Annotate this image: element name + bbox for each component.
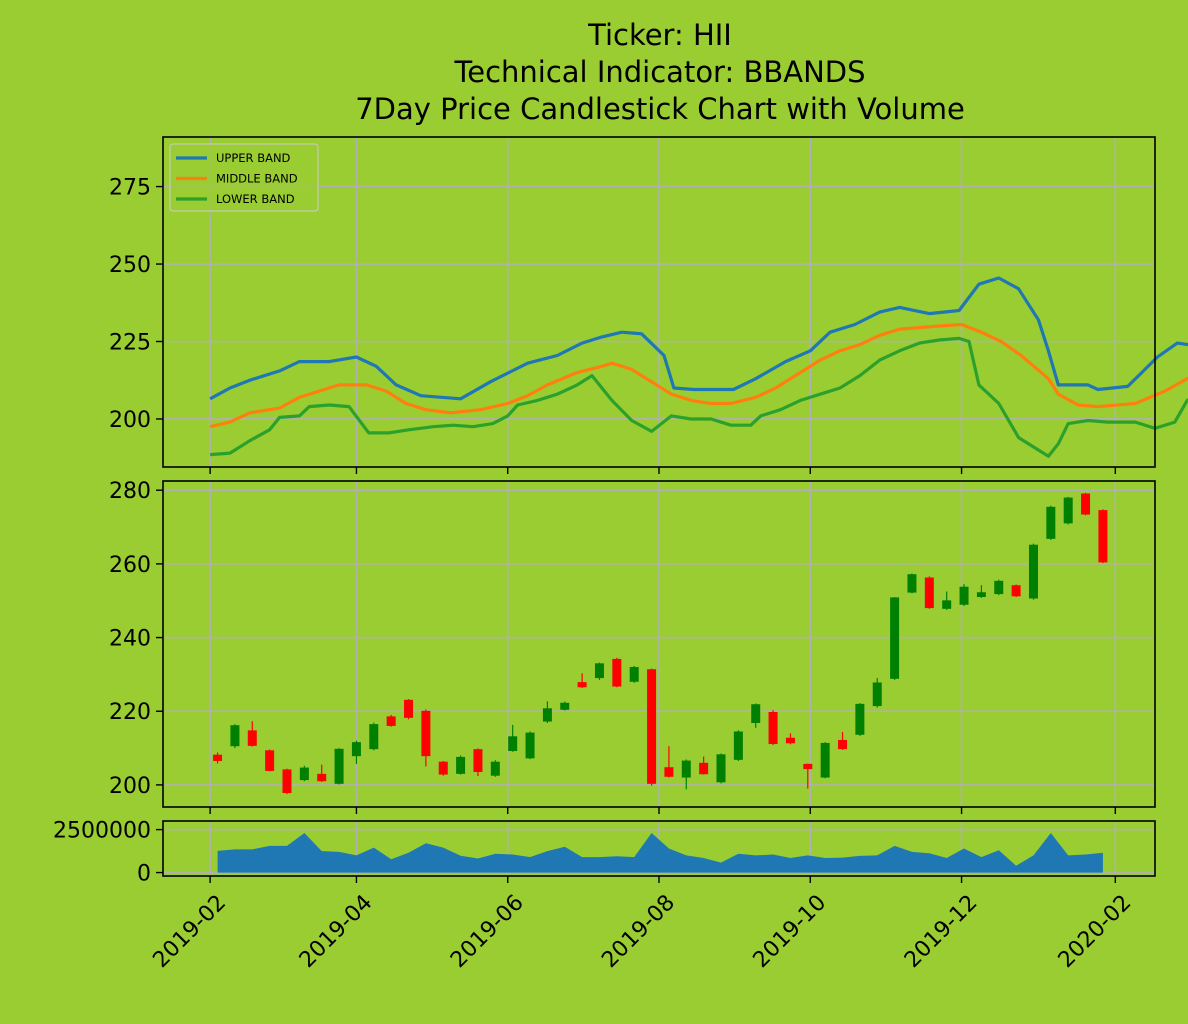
candles-y-tick-label: 260 — [109, 553, 151, 578]
candle-body-up — [456, 756, 466, 774]
candle-body-down — [1098, 510, 1108, 563]
bbands-legend: UPPER BAND MIDDLE BAND LOWER BAND — [169, 143, 319, 212]
candle-body-down — [438, 761, 448, 775]
candle-body-down — [1081, 493, 1091, 515]
candle-body-down — [247, 730, 257, 746]
candles-y-tick-label: 200 — [109, 774, 151, 799]
candle-body-down — [421, 710, 431, 757]
volume-y-tick-label: 0 — [137, 862, 151, 887]
candle-body-up — [560, 702, 570, 710]
candle-body-down — [924, 577, 934, 609]
chart-title-line-2: Technical Indicator: BBANDS — [453, 55, 865, 89]
candle-body-up — [959, 586, 969, 605]
candle-body-up — [1063, 497, 1073, 524]
candle-body-down — [386, 716, 396, 726]
candle-body-up — [629, 667, 639, 682]
bbands-y-tick-label: 225 — [109, 331, 151, 356]
candle-body-up — [751, 704, 761, 724]
candlestick-panel: 200 220 240 260 280 — [109, 479, 1156, 814]
legend-label-upper: UPPER BAND — [216, 151, 291, 165]
volume-y-tick-label: 2500000 — [53, 819, 151, 844]
volume-panel: 0 2500000 — [53, 819, 1156, 887]
candles-y-tick-label: 280 — [109, 479, 151, 504]
candle-body-down — [317, 773, 327, 782]
candle-body-down — [282, 769, 292, 794]
candle-body-down — [838, 739, 848, 750]
candle-body-down — [265, 750, 275, 771]
candle-body-up — [299, 767, 309, 781]
candle-body-up — [1028, 544, 1038, 599]
candles-y-tick-label: 220 — [109, 700, 151, 725]
candle-body-up — [733, 731, 743, 760]
legend-box — [169, 143, 319, 212]
candle-body-up — [994, 580, 1004, 595]
candle-body-down — [803, 763, 813, 770]
bbands-series-lower — [209, 336, 1188, 458]
chart-title-line-3: 7Day Price Candlestick Chart with Volume — [355, 92, 965, 126]
candle-body-down — [404, 699, 414, 718]
legend-label-middle: MIDDLE BAND — [216, 172, 298, 186]
candle-body-up — [820, 742, 830, 778]
candle-body-up — [334, 748, 344, 784]
candle-body-up — [716, 754, 726, 783]
candle-body-up — [890, 597, 900, 679]
volume-area — [217, 833, 1103, 873]
bbands-y-tick-label: 250 — [109, 253, 151, 278]
candle-body-up — [594, 663, 604, 679]
candle-body-up — [351, 742, 361, 757]
legend-label-lower: LOWER BAND — [216, 192, 295, 206]
candle-body-up — [525, 732, 535, 759]
bbands-y-tick-label: 275 — [109, 176, 151, 201]
candle-body-down — [664, 767, 674, 777]
candle-body-down — [612, 658, 622, 687]
bbands-y-tick-label: 200 — [109, 408, 151, 433]
bbands-series-middle — [209, 322, 1188, 429]
bbands-panel: 200 225 250 275 UPPER BAND MIDDLE BAND LOWER B… — [109, 136, 1188, 474]
candle-body-up — [1046, 506, 1056, 539]
candle-body-down — [647, 669, 657, 784]
bbands-series-upper — [209, 276, 1188, 401]
candle-body-down — [785, 737, 795, 744]
candle-body-up — [872, 682, 882, 707]
candle-body-up — [976, 592, 986, 598]
candle-body-up — [508, 736, 518, 752]
candle-body-up — [855, 703, 865, 735]
candle-body-down — [1011, 585, 1021, 597]
candle-body-down — [473, 749, 483, 773]
candle-body-up — [230, 725, 240, 747]
chart-title-line-1: Ticker: HII — [587, 18, 732, 52]
candle-body-down — [768, 711, 778, 745]
candle-body-up — [369, 724, 379, 750]
candles-y-tick-label: 240 — [109, 627, 151, 652]
candle-body-up — [490, 761, 500, 776]
candle-body-up — [681, 760, 691, 778]
candle-body-up — [942, 600, 952, 609]
candle-body-down — [699, 762, 709, 775]
candles-frame — [162, 480, 1156, 808]
candle-body-up — [907, 574, 917, 593]
candle-body-up — [542, 708, 552, 722]
candle-body-down — [577, 682, 587, 688]
candle-body-down — [213, 754, 223, 761]
volume-frame — [162, 820, 1156, 877]
bbands-frame — [162, 136, 1156, 468]
